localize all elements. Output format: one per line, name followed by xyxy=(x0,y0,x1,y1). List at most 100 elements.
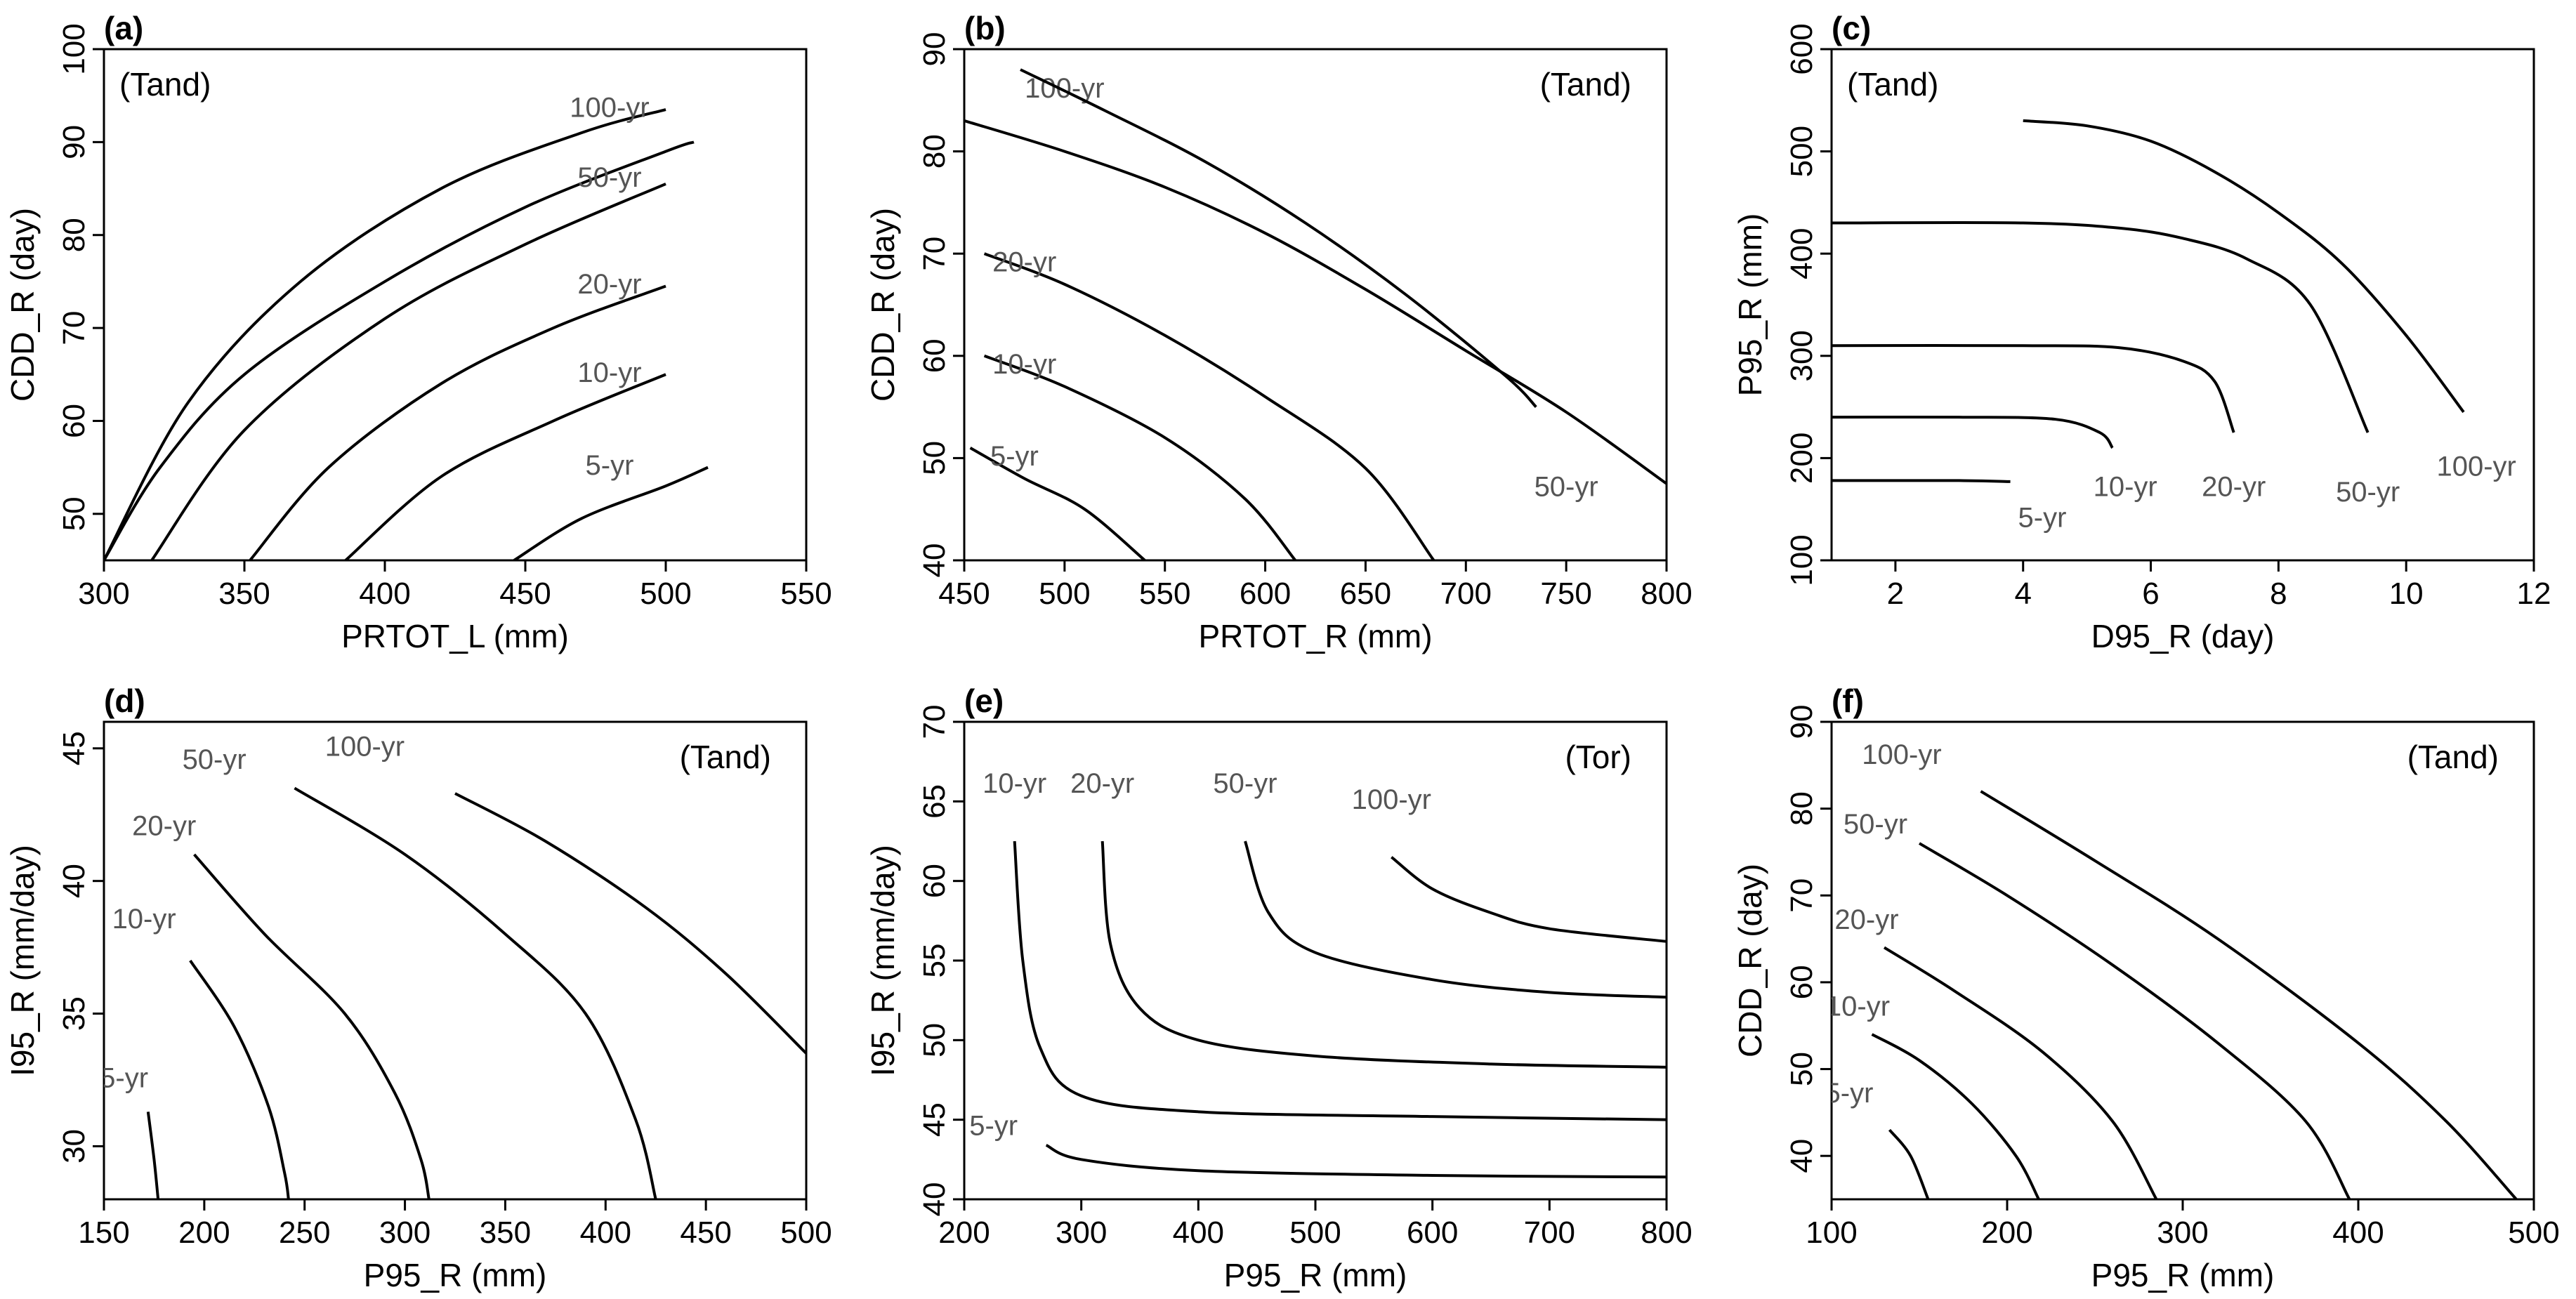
contour-label: 10-yr xyxy=(1826,991,1890,1022)
x-tick-label: 450 xyxy=(938,576,990,611)
x-tick-label: 800 xyxy=(1641,1215,1692,1250)
contour-line-5-yr xyxy=(513,466,709,560)
y-tick-label: 60 xyxy=(1785,965,1819,999)
contour-line-50-yr xyxy=(1832,220,2370,433)
x-tick-label: 350 xyxy=(480,1215,531,1250)
contour-label: 50-yr xyxy=(1844,809,1907,840)
x-tick-label: 450 xyxy=(499,576,551,611)
y-tick-label: 65 xyxy=(917,784,952,819)
x-tick-label: 650 xyxy=(1340,576,1391,611)
y-tick-label: 55 xyxy=(917,944,952,978)
x-tick-label: 500 xyxy=(2508,1215,2559,1250)
x-tick-label: 200 xyxy=(1981,1215,2032,1250)
y-tick-label: 50 xyxy=(57,496,91,531)
contour-label: 50-yr xyxy=(1535,472,1598,503)
copula-label: (Tand) xyxy=(119,66,211,103)
y-axis-label: I95_R (mm/day) xyxy=(4,845,41,1076)
contour-label: 20-yr xyxy=(132,811,196,842)
y-axis-label: CDD_R (day) xyxy=(4,208,41,402)
y-tick-label: 50 xyxy=(1785,1052,1819,1086)
x-tick-label: 6 xyxy=(2142,576,2159,611)
x-axis-label: PRTOT_R (mm) xyxy=(1198,618,1432,654)
copula-label: (Tand) xyxy=(680,739,771,775)
y-tick-label: 30 xyxy=(57,1129,91,1163)
contour-line-5-yr xyxy=(1888,1128,1930,1199)
contour-label: 50-yr xyxy=(577,162,641,193)
contour-line-50-yr xyxy=(1020,68,1537,409)
plot-frame xyxy=(1830,48,2535,562)
contour-label: 50-yr xyxy=(1213,768,1277,799)
contour-label: 5-yr xyxy=(586,450,634,481)
contour-label: 100-yr xyxy=(2436,451,2516,482)
x-axis-label: D95_R (day) xyxy=(2091,618,2275,654)
y-tick-label: 60 xyxy=(57,404,91,438)
y-tick-label: 50 xyxy=(917,1023,952,1057)
y-tick-label: 400 xyxy=(1785,228,1819,279)
contour-label: 50-yr xyxy=(183,744,247,775)
y-tick-label: 80 xyxy=(1785,791,1819,826)
x-tick-label: 250 xyxy=(279,1215,330,1250)
x-tick-label: 300 xyxy=(78,576,129,611)
contour-line-100-yr xyxy=(964,119,1667,485)
panel-e: 200 300 400 500 600 700 800 40 45 50 55 60 65 70 P95_R… xyxy=(865,683,1693,1293)
plot-frame xyxy=(103,720,808,1201)
copula-label: (Tor) xyxy=(1565,739,1631,775)
x-tick-label: 800 xyxy=(1641,576,1692,611)
y-tick-label: 100 xyxy=(57,23,91,74)
x-tick-label: 12 xyxy=(2517,576,2551,611)
x-tick-label: 300 xyxy=(2157,1215,2208,1250)
contour-label: 5-yr xyxy=(2018,502,2067,533)
contour-line-10-yr xyxy=(189,959,290,1199)
contour-label: 100-yr xyxy=(1352,784,1431,815)
x-tick-label: 400 xyxy=(2332,1215,2384,1250)
y-tick-label: 600 xyxy=(1785,23,1819,74)
copula-label: (Tand) xyxy=(1847,66,1938,103)
contour-label: 5-yr xyxy=(990,441,1039,472)
x-tick-label: 550 xyxy=(1139,576,1190,611)
plot-frame xyxy=(1830,720,2535,1201)
contour-line-10-yr xyxy=(1871,1033,2040,1199)
y-tick-label: 50 xyxy=(917,441,952,475)
x-tick-label: 450 xyxy=(680,1215,731,1250)
panel-label: (d) xyxy=(104,683,145,719)
panel-d: 150 200 250 300 350 400 450 500 30 35 40 45 P95_R (m… xyxy=(4,683,832,1293)
contour-label: 10-yr xyxy=(2094,472,2157,503)
contour-line-10-yr xyxy=(344,373,666,560)
y-tick-label: 70 xyxy=(57,311,91,345)
y-axis-label: I95_R (mm/day) xyxy=(865,845,901,1076)
x-tick-label: 500 xyxy=(780,1215,832,1250)
y-tick-label: 70 xyxy=(1785,878,1819,913)
contour-label: 100-yr xyxy=(325,731,405,762)
x-tick-label: 600 xyxy=(1240,576,1291,611)
panel-a: 300 350 400 450 500 550 50 60 70 80 90 100 PRTOT_L (… xyxy=(4,10,832,654)
y-tick-label: 80 xyxy=(917,134,952,169)
y-tick-label: 40 xyxy=(57,864,91,898)
x-tick-label: 500 xyxy=(1289,1215,1341,1250)
contour-line-10-yr xyxy=(1832,415,2114,449)
y-tick-label: 100 xyxy=(1785,534,1819,586)
x-tick-label: 700 xyxy=(1440,576,1492,611)
copula-label: (Tand) xyxy=(1540,66,1631,103)
plot-frame xyxy=(963,720,1668,1201)
contour-line-100-yr xyxy=(2023,119,2465,414)
x-tick-label: 2 xyxy=(1887,576,1904,611)
x-axis-label: P95_R (mm) xyxy=(364,1257,547,1293)
contour-label: 10-yr xyxy=(112,904,176,935)
y-tick-label: 500 xyxy=(1785,126,1819,177)
y-tick-label: 45 xyxy=(917,1102,952,1137)
contour-label: 5-yr xyxy=(100,1063,148,1094)
contour-line-100-yr xyxy=(454,792,806,1055)
y-axis-label: CDD_R (day) xyxy=(865,208,901,402)
contour-label: 20-yr xyxy=(992,246,1056,277)
contour-label: 20-yr xyxy=(577,269,641,300)
contour-line-50-yr xyxy=(1918,842,2351,1199)
contour-label: 100-yr xyxy=(570,93,649,124)
y-tick-label: 200 xyxy=(1785,433,1819,484)
contour-label: 20-yr xyxy=(1070,768,1134,799)
contour-line-5-yr xyxy=(146,1112,160,1199)
x-tick-label: 400 xyxy=(1173,1215,1224,1250)
x-axis-label: PRTOT_L (mm) xyxy=(341,618,569,654)
contour-line-50-yr xyxy=(1244,840,1667,999)
y-tick-label: 70 xyxy=(917,237,952,271)
